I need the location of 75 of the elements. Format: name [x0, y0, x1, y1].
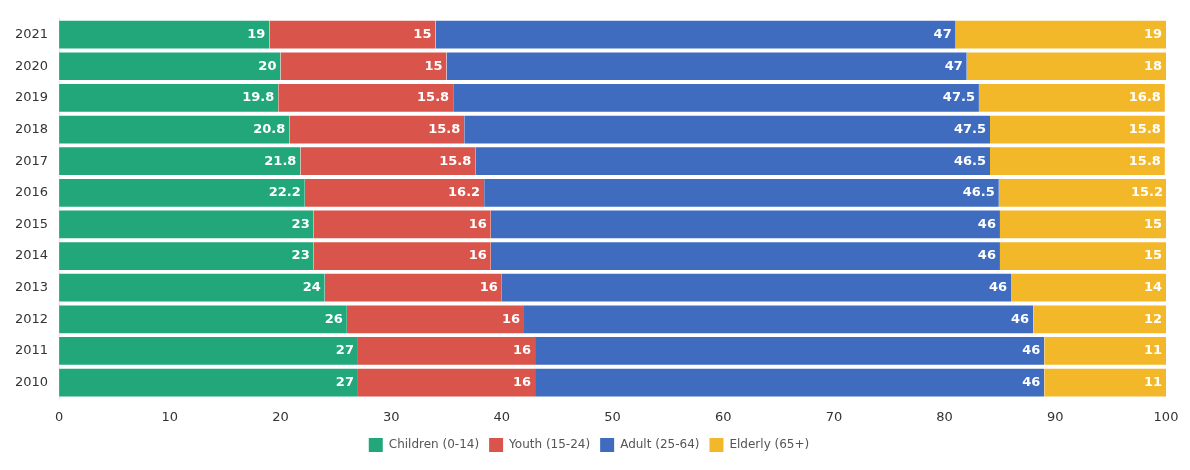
data-label: 15.8	[439, 152, 472, 168]
data-label: 15	[424, 57, 443, 73]
x-tick-label: 100	[1153, 408, 1179, 424]
data-label: 46	[977, 247, 996, 263]
y-tick-label: 2017	[14, 152, 49, 168]
x-tick-label: 50	[604, 408, 621, 424]
data-label: 14	[1143, 279, 1162, 295]
data-label: 15	[413, 25, 432, 41]
data-label: 46.5	[953, 152, 986, 168]
y-tick-label: 2016	[14, 184, 49, 200]
x-tick-label: 30	[382, 408, 400, 424]
data-label: 46	[1022, 342, 1041, 358]
data-label: 46	[977, 215, 996, 231]
data-label: 15.8	[1128, 152, 1161, 168]
data-label: 47.5	[942, 89, 975, 105]
data-label: 16	[512, 373, 532, 389]
data-label: 16.8	[1128, 89, 1161, 105]
data-label: 47	[944, 57, 963, 73]
x-tick-label: 70	[825, 408, 843, 424]
data-label: 11	[1143, 342, 1162, 358]
data-label: 20	[258, 57, 277, 73]
legend-label: Adult (25-64)	[620, 437, 700, 452]
legend-label: Elderly (65+)	[729, 437, 810, 452]
data-label: 24	[302, 279, 321, 295]
x-tick-label: 0	[54, 408, 64, 424]
y-tick-label: 2013	[14, 279, 49, 295]
data-label: 23	[291, 247, 310, 263]
data-label: 19	[1143, 25, 1162, 41]
y-tick-label: 2015	[14, 215, 49, 231]
data-label: 46	[1022, 373, 1041, 389]
data-label: 16.2	[448, 184, 481, 200]
y-tick-label: 2010	[14, 373, 49, 389]
y-tick-label: 2012	[14, 310, 49, 326]
y-tick-label: 2021	[14, 25, 49, 41]
data-label: 15.8	[417, 89, 450, 105]
data-label: 16	[501, 310, 520, 326]
y-tick-label: 2014	[14, 247, 49, 263]
data-label: 15	[1143, 247, 1162, 263]
y-tick-label: 2011	[14, 342, 49, 358]
data-label: 47.5	[953, 120, 986, 136]
data-label: 27	[335, 342, 354, 358]
legend-label: Children (0-14)	[388, 437, 480, 452]
data-label: 21.8	[264, 152, 297, 168]
data-label: 11	[1143, 373, 1162, 389]
data-label: 16	[479, 279, 498, 295]
x-tick-label: 60	[714, 408, 732, 424]
x-tick-label: 80	[936, 408, 953, 424]
data-label: 27	[335, 373, 354, 389]
x-tick-label: 40	[493, 408, 511, 424]
data-label: 23	[291, 215, 310, 231]
data-label: 16	[468, 215, 487, 231]
data-label: 19	[247, 25, 266, 41]
data-label: 16	[468, 247, 487, 263]
y-tick-label: 2020	[14, 57, 49, 73]
data-label: 15.8	[1128, 120, 1161, 136]
x-tick-label: 10	[161, 408, 179, 424]
data-label: 12	[1143, 310, 1162, 326]
data-label: 15	[1143, 215, 1162, 231]
y-tick-label: 2019	[14, 89, 49, 105]
data-label: 47	[933, 25, 952, 41]
data-label: 20.8	[253, 120, 286, 136]
data-label: 19.8	[242, 89, 275, 105]
x-tick-label: 20	[272, 408, 289, 424]
data-label: 15.2	[1131, 184, 1164, 200]
data-label: 26	[324, 310, 343, 326]
data-label: 46.5	[962, 184, 995, 200]
x-tick-label: 90	[1047, 408, 1064, 424]
data-label: 22.2	[268, 184, 301, 200]
legend-label: Youth (15-24)	[508, 437, 591, 452]
data-label: 15.8	[428, 120, 461, 136]
data-label: 46	[1011, 310, 1030, 326]
y-tick-label: 2018	[14, 120, 49, 136]
data-label: 16	[512, 342, 532, 358]
data-label: 46	[988, 279, 1008, 295]
data-label: 18	[1143, 57, 1162, 73]
